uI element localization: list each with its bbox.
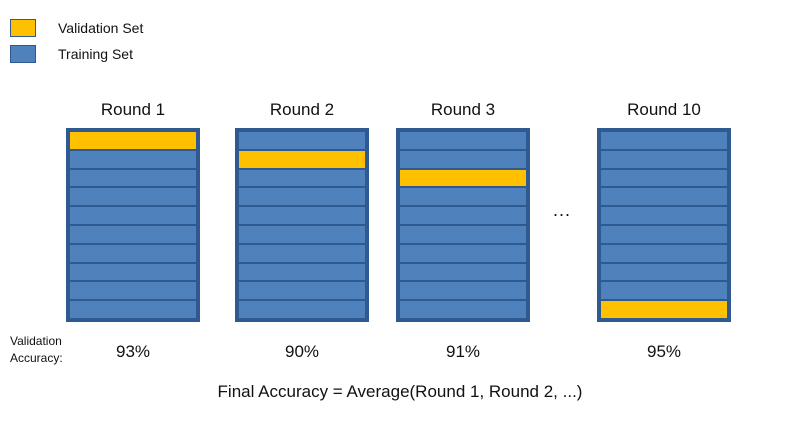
training-fold	[400, 132, 526, 149]
fold-stack	[66, 128, 200, 322]
training-fold	[601, 150, 727, 168]
training-fold	[239, 244, 365, 262]
final-accuracy-formula: Final Accuracy = Average(Round 1, Round …	[217, 382, 583, 401]
training-fold	[70, 263, 196, 281]
validation-fold	[70, 132, 196, 149]
training-fold	[70, 301, 196, 318]
training-fold	[601, 169, 727, 187]
round-title: Round 1	[100, 100, 166, 119]
training-fold	[70, 244, 196, 262]
training-fold	[70, 169, 196, 187]
round-10-accuracy: 95%	[646, 342, 682, 361]
validation-swatch	[10, 19, 36, 37]
training-fold	[601, 263, 727, 281]
training-fold	[70, 225, 196, 243]
training-fold	[239, 263, 365, 281]
validation-fold	[400, 169, 526, 187]
training-fold	[601, 132, 727, 149]
training-fold	[239, 225, 365, 243]
legend-item-training: Training Set	[10, 43, 133, 65]
legend-label-training: Training Set	[58, 46, 133, 62]
accuracy-label-line1: Validation	[10, 334, 62, 348]
fold-stack	[597, 128, 731, 322]
validation-fold	[601, 301, 727, 318]
training-fold	[239, 207, 365, 224]
training-fold	[400, 207, 526, 224]
training-fold	[239, 301, 365, 318]
fold-stack	[235, 128, 369, 322]
training-fold	[239, 282, 365, 300]
legend-label-validation: Validation Set	[58, 20, 144, 36]
training-fold	[70, 207, 196, 224]
training-fold	[400, 282, 526, 300]
round-2: Round 2	[235, 96, 369, 322]
training-fold	[70, 282, 196, 300]
training-fold	[239, 169, 365, 187]
fold-stack	[396, 128, 530, 322]
training-fold	[601, 225, 727, 243]
training-fold	[400, 244, 526, 262]
validation-accuracy-label: Validation Accuracy:	[10, 333, 63, 367]
accuracy-label-line2: Accuracy:	[10, 351, 63, 365]
training-fold	[400, 150, 526, 168]
round-1-accuracy: 93%	[115, 342, 151, 361]
round-10: Round 10	[597, 96, 731, 322]
training-fold	[239, 132, 365, 149]
training-fold	[601, 244, 727, 262]
training-fold	[601, 282, 727, 300]
rounds-ellipsis: ...	[553, 200, 572, 220]
validation-fold	[239, 150, 365, 168]
round-title: Round 10	[627, 100, 701, 119]
training-fold	[70, 188, 196, 206]
round-3: Round 3	[396, 96, 530, 322]
training-fold	[400, 301, 526, 318]
round-1: Round 1	[66, 96, 200, 322]
round-title: Round 3	[430, 100, 496, 119]
training-fold	[70, 150, 196, 168]
training-fold	[400, 225, 526, 243]
round-2-accuracy: 90%	[284, 342, 320, 361]
training-swatch	[10, 45, 36, 63]
training-fold	[601, 207, 727, 224]
training-fold	[601, 188, 727, 206]
training-fold	[400, 263, 526, 281]
legend-item-validation: Validation Set	[10, 17, 143, 39]
round-3-accuracy: 91%	[445, 342, 481, 361]
training-fold	[400, 188, 526, 206]
training-fold	[239, 188, 365, 206]
round-title: Round 2	[269, 100, 335, 119]
